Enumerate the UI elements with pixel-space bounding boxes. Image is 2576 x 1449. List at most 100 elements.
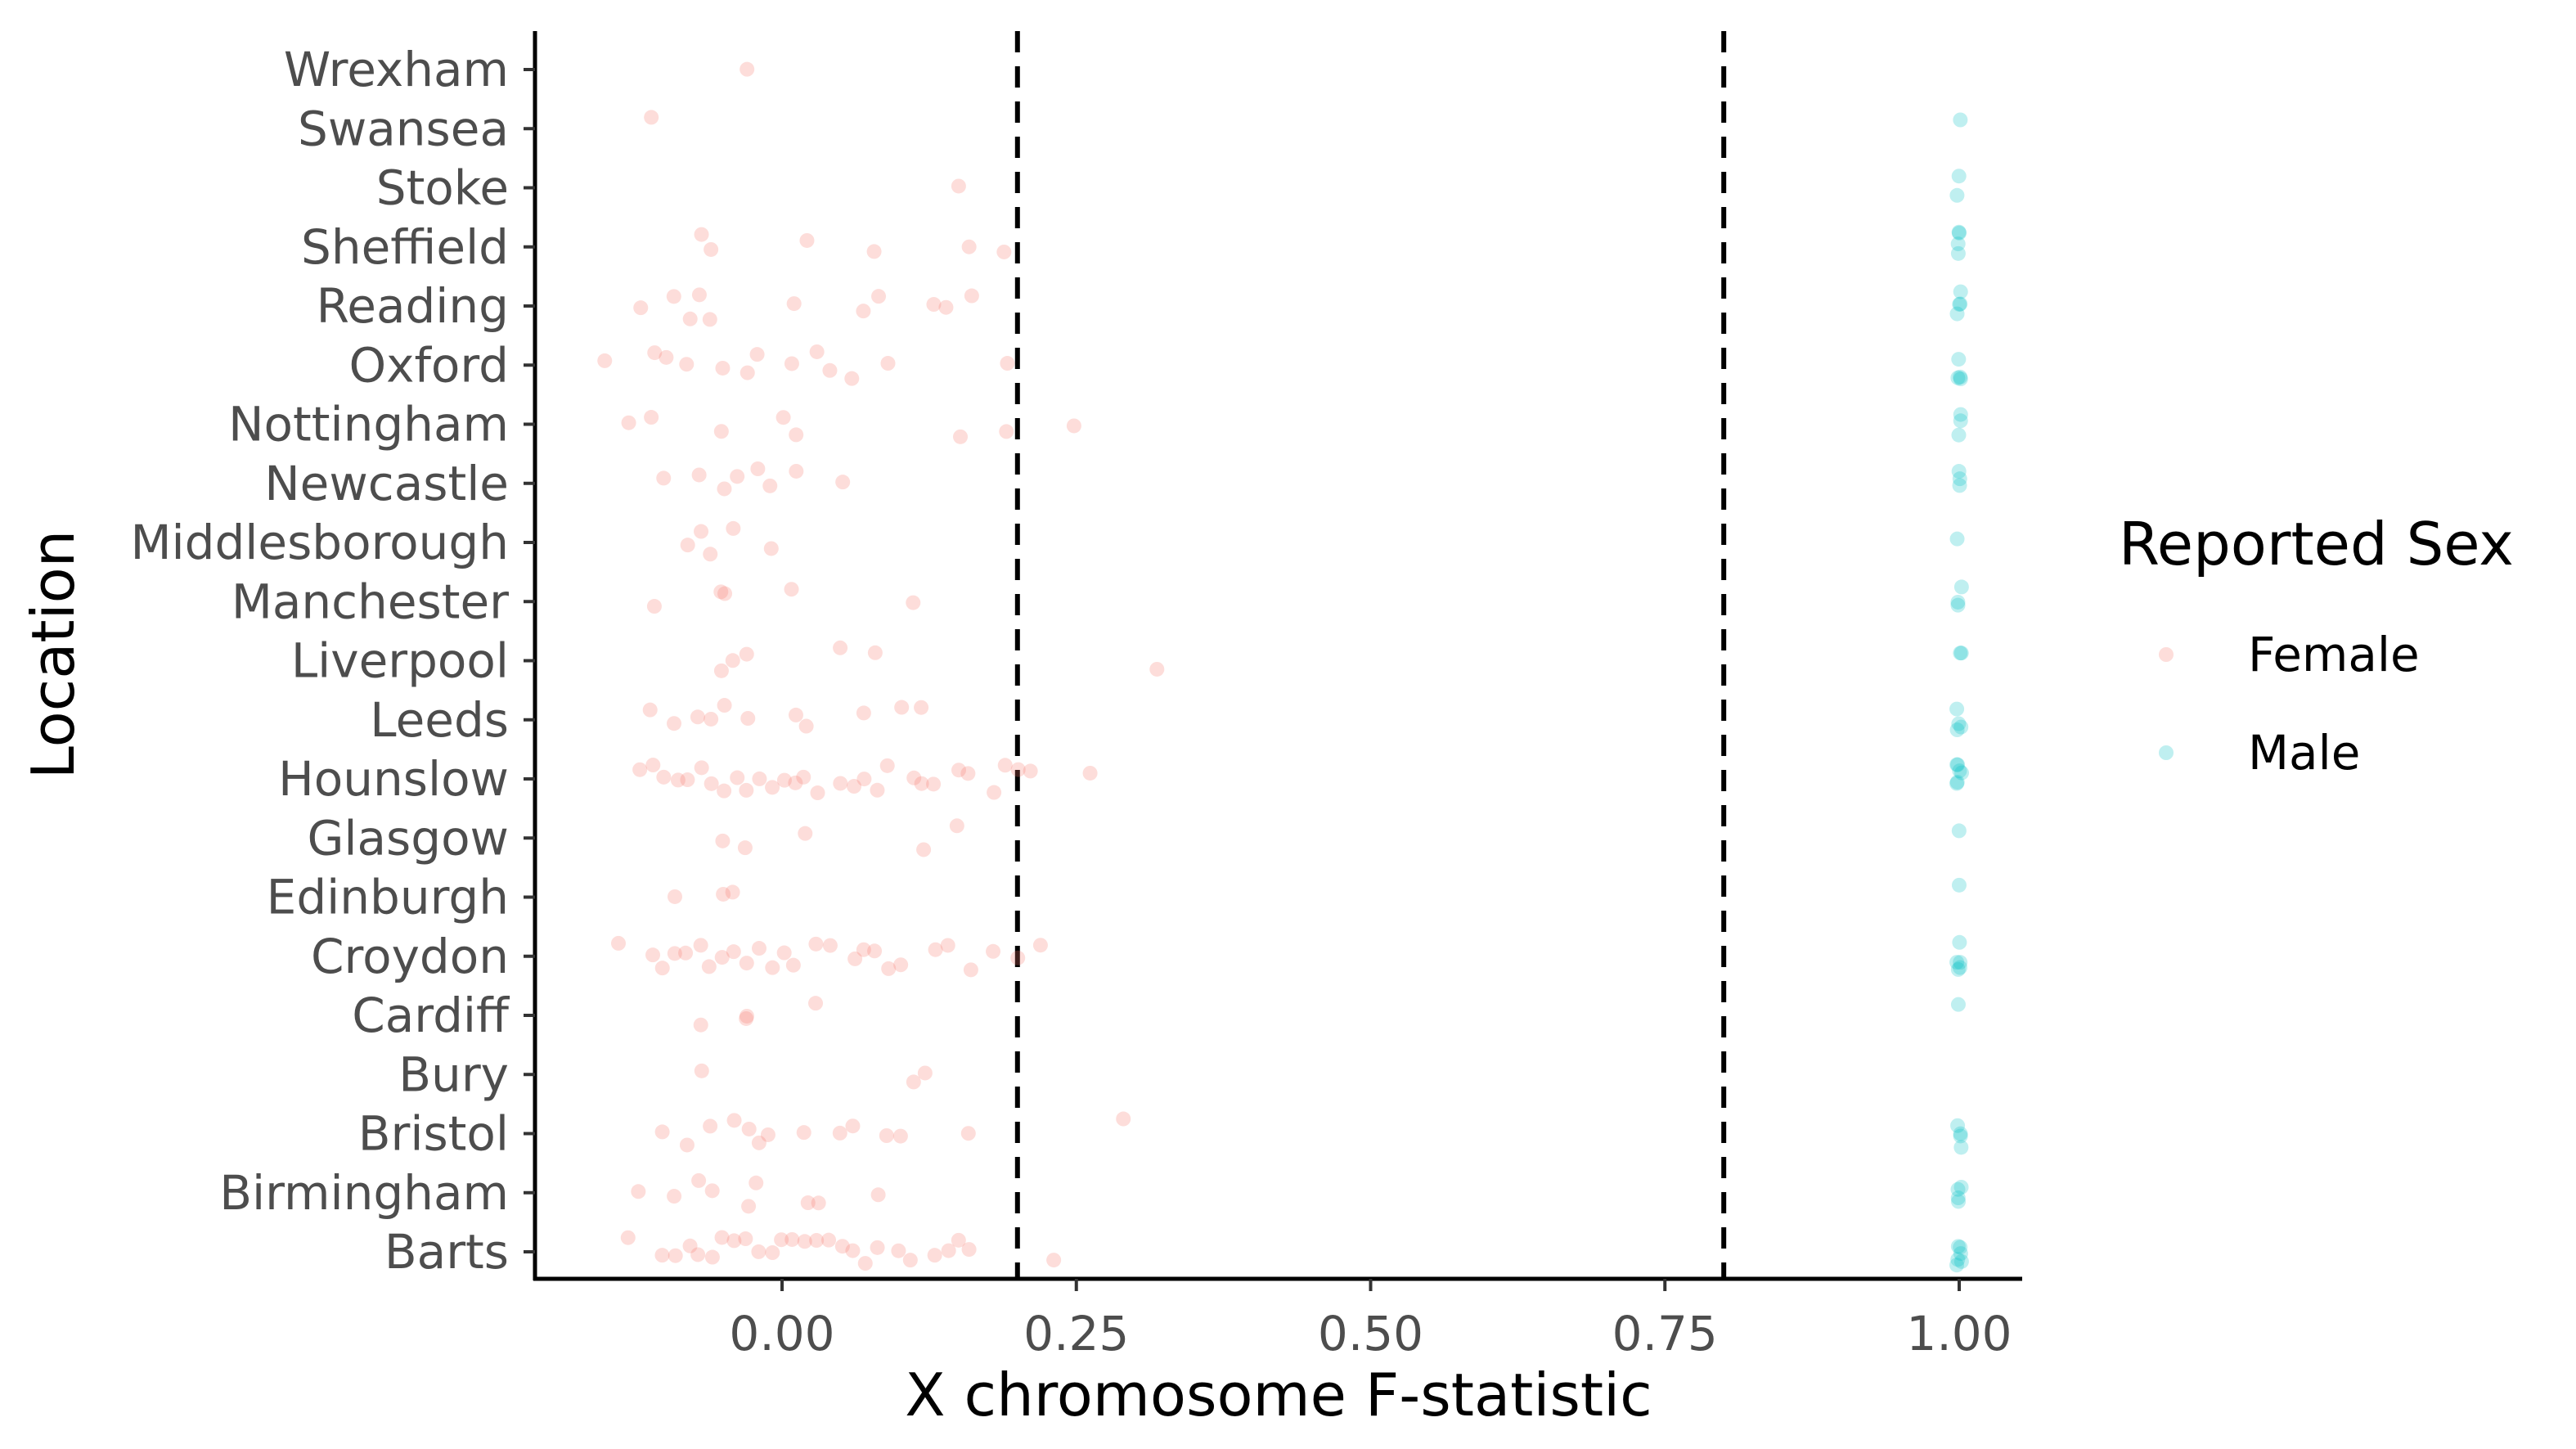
data-point-male <box>1949 757 1965 772</box>
data-point-female <box>881 961 897 976</box>
data-point-female <box>810 785 825 801</box>
data-point-female <box>750 461 766 477</box>
data-point-female <box>739 1010 754 1026</box>
axes <box>533 31 2022 1281</box>
y-tick-label: Glasgow <box>307 810 509 866</box>
data-point-female <box>679 357 695 372</box>
data-point-male <box>1953 284 1968 299</box>
y-tick-label: Bristol <box>358 1106 509 1162</box>
data-point-male <box>1951 352 1967 367</box>
data-point-female <box>960 1126 976 1141</box>
data-point-female <box>713 663 729 678</box>
data-point-female <box>960 766 976 781</box>
data-point-female <box>642 702 658 718</box>
data-point-female <box>986 943 1001 959</box>
data-point-male <box>1949 701 1965 717</box>
data-point-male <box>1950 370 1966 385</box>
data-point-female <box>775 410 791 425</box>
data-point-female <box>926 297 942 313</box>
data-point-female <box>714 1230 730 1245</box>
data-point-female <box>776 772 792 788</box>
data-point-female <box>832 1125 847 1141</box>
data-point-female <box>654 961 670 976</box>
data-point-female <box>631 1184 646 1199</box>
data-point-female <box>633 300 649 316</box>
data-point-female <box>703 1118 718 1134</box>
data-point-female <box>949 818 964 834</box>
data-point-female <box>811 1195 826 1211</box>
data-point-male <box>1950 1252 1966 1267</box>
data-point-male <box>1953 112 1968 128</box>
data-point-female <box>914 776 929 791</box>
data-point-female <box>765 1245 780 1261</box>
data-point-female <box>796 769 811 785</box>
data-point-male <box>1949 722 1965 738</box>
data-point-female <box>680 538 695 553</box>
data-point-male <box>1952 763 1967 779</box>
y-tick-label: Bury <box>398 1046 509 1102</box>
data-point-female <box>680 772 695 788</box>
data-point-female <box>844 371 860 386</box>
data-point-female <box>749 1175 764 1190</box>
data-point-male <box>1952 934 1967 950</box>
data-point-female <box>1010 950 1026 965</box>
data-point-male <box>1951 716 1967 731</box>
data-point-female <box>644 110 659 125</box>
data-point-female <box>644 410 659 425</box>
y-tick-label: Edinburgh <box>267 870 509 925</box>
data-point-male <box>1950 1118 1966 1133</box>
data-point-male <box>1951 224 1967 240</box>
data-point-female <box>845 1243 861 1258</box>
data-point-female <box>739 1008 754 1024</box>
data-point-female <box>646 599 662 614</box>
data-point-female <box>704 1183 720 1199</box>
data-point-male <box>1953 1128 1968 1144</box>
data-point-female <box>668 1248 683 1263</box>
data-point-female <box>659 349 674 365</box>
data-point-female <box>940 938 955 953</box>
data-point-female <box>784 1231 800 1247</box>
legend-key-female <box>2159 647 2174 662</box>
y-axis-title: Location <box>19 530 88 780</box>
data-point-male <box>1953 765 1969 781</box>
data-point-female <box>704 776 719 791</box>
data-point-female <box>867 645 883 660</box>
y-tick-label: Wrexham <box>284 42 509 97</box>
data-point-female <box>654 1248 670 1263</box>
data-point-female <box>870 1240 885 1255</box>
data-point-female <box>833 640 848 655</box>
data-point-female <box>892 1128 908 1144</box>
data-point-female <box>926 776 942 792</box>
data-point-female <box>798 826 813 841</box>
data-point-female <box>1010 762 1026 777</box>
data-point-female <box>857 1256 873 1271</box>
data-point-female <box>847 951 863 966</box>
data-point-male <box>1951 464 1967 479</box>
data-point-female <box>694 760 709 776</box>
data-point-female <box>717 698 732 713</box>
data-point-female <box>691 1172 707 1188</box>
data-point-female <box>951 763 967 778</box>
data-point-female <box>879 758 895 773</box>
data-point-female <box>667 716 682 731</box>
data-point-male <box>1950 1239 1966 1254</box>
data-point-female <box>667 1189 682 1204</box>
data-point-female <box>914 700 929 715</box>
data-point-female <box>715 360 731 376</box>
data-point-female <box>726 1113 742 1128</box>
data-point-female <box>808 996 824 1011</box>
data-point-female <box>856 772 872 787</box>
data-point-female <box>999 424 1014 439</box>
data-point-female <box>891 1243 906 1258</box>
data-point-female <box>739 646 754 662</box>
data-point-female <box>725 653 740 668</box>
data-point-female <box>809 344 825 359</box>
data-point-female <box>701 959 717 974</box>
data-point-female <box>760 1127 775 1142</box>
data-point-female <box>740 61 755 77</box>
data-point-female <box>740 365 755 380</box>
data-point-female <box>951 178 966 194</box>
data-point-female <box>667 946 682 961</box>
data-point-female <box>785 957 801 973</box>
